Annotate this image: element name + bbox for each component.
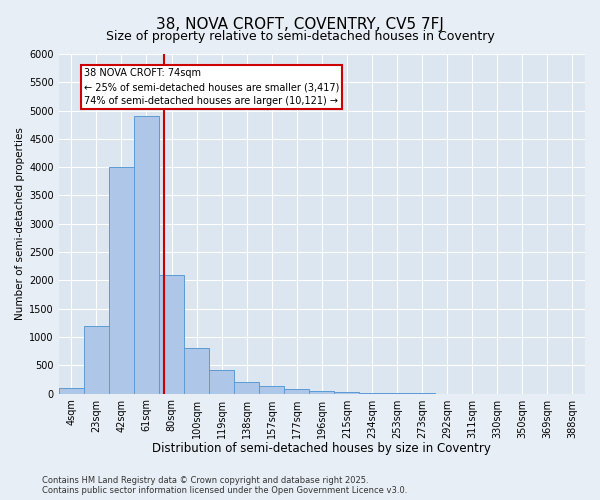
Bar: [359, 392, 385, 394]
Bar: [334, 392, 359, 394]
Y-axis label: Number of semi-detached properties: Number of semi-detached properties: [15, 128, 25, 320]
Bar: [84, 326, 109, 394]
Bar: [59, 388, 84, 394]
Bar: [259, 386, 284, 394]
Bar: [310, 391, 334, 394]
Text: Contains HM Land Registry data © Crown copyright and database right 2025.
Contai: Contains HM Land Registry data © Crown c…: [42, 476, 407, 495]
Bar: [284, 389, 310, 394]
Text: 38 NOVA CROFT: 74sqm
← 25% of semi-detached houses are smaller (3,417)
74% of se: 38 NOVA CROFT: 74sqm ← 25% of semi-detac…: [84, 68, 339, 106]
Bar: [234, 382, 259, 394]
Bar: [159, 274, 184, 394]
X-axis label: Distribution of semi-detached houses by size in Coventry: Distribution of semi-detached houses by …: [152, 442, 491, 455]
Text: Size of property relative to semi-detached houses in Coventry: Size of property relative to semi-detach…: [106, 30, 494, 43]
Bar: [109, 167, 134, 394]
Text: 38, NOVA CROFT, COVENTRY, CV5 7FJ: 38, NOVA CROFT, COVENTRY, CV5 7FJ: [156, 18, 444, 32]
Bar: [209, 370, 234, 394]
Bar: [184, 348, 209, 394]
Bar: [134, 116, 159, 394]
